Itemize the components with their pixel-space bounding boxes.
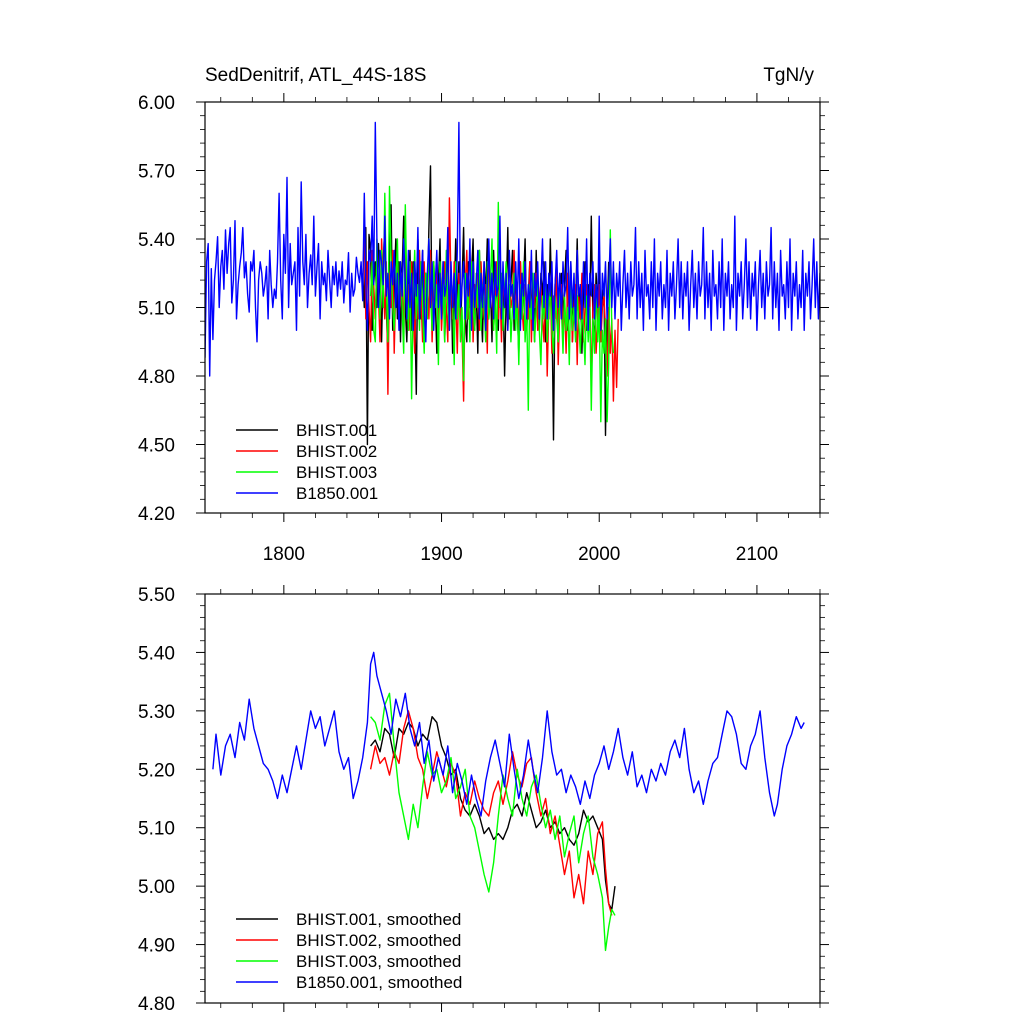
panel-2-series-bhist-002 (369, 710, 613, 916)
panel-1-xtick-label: 1900 (420, 544, 462, 565)
panel-1-units: TgN/y (763, 65, 814, 86)
panel-2-ytick-label: 5.20 (138, 760, 175, 781)
panel-2-ytick-label: 5.30 (138, 702, 175, 723)
panel-2-legend-label: B1850.001, smoothed (296, 973, 462, 992)
panel-2-legend-label: BHIST.002, smoothed (296, 931, 461, 950)
panel-1-xtick-label: 2000 (578, 544, 620, 565)
panel-1-series-bhist-003 (369, 185, 615, 423)
panel-1-legend-label: BHIST.002 (296, 442, 377, 461)
panel-1-series-b1850-001 (205, 121, 820, 377)
panel-2-series-bhist-001 (370, 716, 616, 911)
panel-2-legend-label: BHIST.003, smoothed (296, 952, 461, 971)
panel-1-xtick-label: 2100 (736, 544, 778, 565)
panel-1-title: SedDenitrif, ATL_44S-18S (205, 65, 426, 86)
panel-2-ytick-label: 5.40 (138, 643, 175, 664)
panel-2-series-group (212, 651, 805, 952)
panel-1-legend-label: B1850.001 (296, 484, 378, 503)
panel-2-ytick-label: 5.50 (138, 585, 175, 606)
panel-2-ytick-label: 4.80 (138, 994, 175, 1015)
panel-2-legend-label: BHIST.001, smoothed (296, 910, 461, 929)
panel-2-series-bhist-003 (370, 692, 616, 952)
panel-1-ytick-label: 5.70 (138, 162, 175, 183)
panel-1-ytick-label: 5.10 (138, 299, 175, 320)
panel-1-xtick-label: 1800 (263, 544, 305, 565)
panel-1-legend-label: BHIST.003 (296, 463, 377, 482)
panel-1-ytick-label: 4.50 (138, 436, 175, 457)
panel-2-ytick-label: 5.00 (138, 877, 175, 898)
panel-2-series-b1850-001 (212, 651, 805, 817)
panel-1-ytick-label: 4.20 (138, 504, 175, 525)
panel-1-ytick-label: 6.00 (138, 93, 175, 114)
panel-1-ytick-label: 4.80 (138, 367, 175, 388)
panel-2-ytick-label: 5.10 (138, 819, 175, 840)
panel-1-legend-label: BHIST.001 (296, 421, 377, 440)
panel-1-series-group (205, 121, 820, 446)
panel-2-frame (204, 593, 821, 1004)
panel-1-ytick-label: 5.40 (138, 230, 175, 251)
panel-2-ytick-label: 4.90 (138, 936, 175, 957)
